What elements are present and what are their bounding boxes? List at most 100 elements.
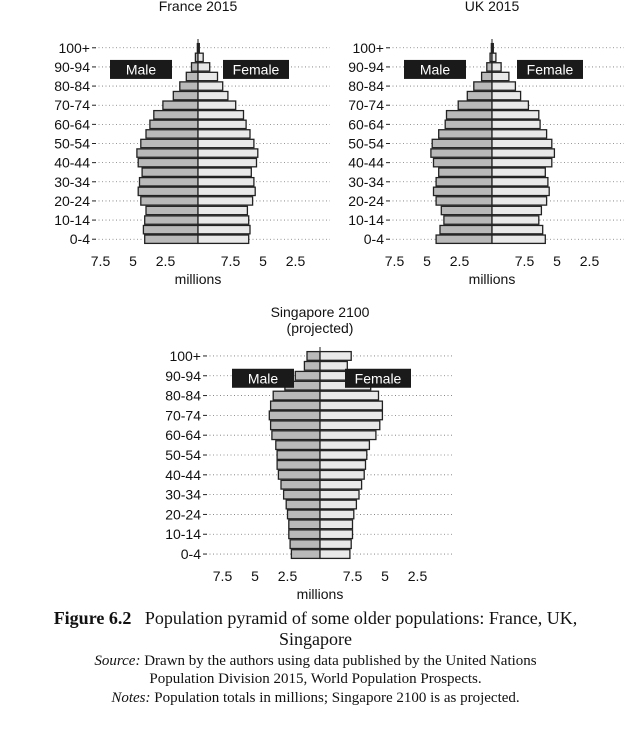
bar-male-90-94 bbox=[294, 370, 321, 381]
figure-text-2: Singapore bbox=[279, 629, 352, 649]
x-tick-label: 2.5 bbox=[278, 568, 298, 584]
age-tick-label: 0-4 bbox=[70, 231, 90, 247]
source-label: Source: bbox=[94, 653, 141, 669]
bar-female-40-44 bbox=[319, 469, 365, 480]
age-tick-label: 60-64 bbox=[54, 116, 90, 132]
legend-female-label: Female bbox=[233, 61, 280, 77]
bar-female-60-64 bbox=[319, 430, 377, 441]
age-tick-label: 0-4 bbox=[364, 231, 384, 247]
age-tick-label: 70-74 bbox=[348, 97, 384, 113]
age-tick-label: 30-34 bbox=[348, 174, 384, 190]
age-tick-label: 0-4 bbox=[181, 546, 201, 562]
legend-male-label: Male bbox=[420, 61, 451, 77]
age-tick-label: 70-74 bbox=[165, 407, 201, 423]
singapore-pyramid-chart: Singapore 2100(projected) 0-4 10-14 20-24 30… bbox=[165, 304, 452, 602]
age-tick-label: 80-84 bbox=[348, 78, 384, 94]
x-tick-label: 7.5 bbox=[385, 253, 405, 269]
x-tick-label: 2.5 bbox=[156, 253, 176, 269]
age-tick-label: 60-64 bbox=[348, 116, 384, 132]
x-tick-label: 5 bbox=[129, 253, 137, 269]
legend-male-box bbox=[404, 59, 466, 79]
x-tick-label: 7.5 bbox=[91, 253, 111, 269]
bar-male-55-59 bbox=[275, 440, 321, 451]
bar-male-50-54 bbox=[276, 449, 321, 461]
chart-title: UK 2015 bbox=[465, 0, 520, 14]
age-tick-label: 10-14 bbox=[348, 212, 384, 228]
bar-female-15-19 bbox=[319, 519, 354, 530]
x-tick-label: 5 bbox=[381, 568, 389, 584]
bar-male-100+ bbox=[306, 350, 321, 361]
legend-female-label: Female bbox=[527, 61, 574, 77]
x-tick-label: 2.5 bbox=[286, 253, 306, 269]
age-tick-label: 50-54 bbox=[348, 136, 384, 152]
chart-title: Singapore 2100 bbox=[271, 304, 370, 320]
bar-female-35-39 bbox=[319, 479, 363, 490]
notes-label: Notes: bbox=[111, 690, 151, 706]
x-tick-label: 5 bbox=[553, 253, 561, 269]
age-tick-label: 60-64 bbox=[165, 427, 201, 443]
figure-label: Figure 6.2 bbox=[53, 608, 132, 628]
x-axis-label: millions bbox=[297, 586, 344, 602]
age-tick-label: 80-84 bbox=[165, 388, 201, 404]
x-tick-label: 7.5 bbox=[213, 568, 233, 584]
source-line1: Source: Drawn by the authors using data … bbox=[0, 652, 631, 670]
bar-female-55-59 bbox=[319, 440, 371, 451]
x-tick-label: 5 bbox=[251, 568, 259, 584]
source-text: Drawn by the authors using data publishe… bbox=[144, 653, 537, 669]
age-tick-label: 30-34 bbox=[54, 174, 90, 190]
bar-male-15-19 bbox=[288, 519, 321, 530]
age-tick-label: 90-94 bbox=[165, 368, 201, 384]
uk-pyramid-chart: UK 2015 0-4 10-14 20-24 30-34 40-44 50-54 60-64… bbox=[348, 0, 624, 287]
bar-female-20-24 bbox=[319, 509, 355, 520]
x-tick-label: 5 bbox=[423, 253, 431, 269]
age-tick-label: 70-74 bbox=[54, 97, 90, 113]
age-tick-label: 10-14 bbox=[54, 212, 90, 228]
age-tick-label: 20-24 bbox=[348, 193, 384, 209]
figure-caption-line2: Singapore bbox=[0, 629, 631, 650]
bar-female-95-99 bbox=[319, 360, 348, 371]
france-pyramid-chart: France 2015 0-4 10-14 20-24 30-34 40-44 50-54 6… bbox=[54, 0, 330, 287]
age-tick-label: 100+ bbox=[352, 40, 384, 56]
bar-male-70-74 bbox=[268, 410, 321, 421]
bar-male-35-39 bbox=[280, 479, 321, 490]
legend-male-label: Male bbox=[126, 61, 157, 77]
age-tick-label: 20-24 bbox=[54, 193, 90, 209]
chart-subtitle: (projected) bbox=[287, 320, 354, 336]
bar-male-75-79 bbox=[269, 400, 321, 411]
bar-male-45-49 bbox=[276, 459, 321, 470]
bar-female-25-29 bbox=[319, 499, 358, 510]
x-tick-label: 2.5 bbox=[580, 253, 600, 269]
bar-female-65-69 bbox=[319, 420, 381, 431]
age-tick-label: 90-94 bbox=[54, 59, 90, 75]
age-tick-label: 100+ bbox=[169, 348, 201, 364]
notes-text: Population totals in millions; Singapore… bbox=[154, 690, 520, 706]
x-tick-label: 2.5 bbox=[408, 568, 428, 584]
age-tick-label: 30-34 bbox=[165, 487, 201, 503]
legend-male-box bbox=[232, 368, 294, 388]
x-tick-label: 7.5 bbox=[221, 253, 241, 269]
bar-male-25-29 bbox=[285, 499, 321, 510]
legend-female-label: Female bbox=[355, 370, 402, 386]
bar-male-10-14 bbox=[288, 529, 321, 540]
bar-male-30-34 bbox=[282, 489, 321, 500]
age-tick-label: 100+ bbox=[58, 40, 90, 56]
legend-male-label: Male bbox=[248, 370, 279, 386]
bar-male-40-44 bbox=[277, 469, 321, 480]
x-tick-label: 7.5 bbox=[343, 568, 363, 584]
age-tick-label: 80-84 bbox=[54, 78, 90, 94]
figure-caption-line1: Figure 6.2 Population pyramid of some ol… bbox=[0, 608, 631, 629]
bar-male-80-84 bbox=[272, 390, 321, 401]
source-text-2: Population Division 2015, World Populati… bbox=[149, 671, 482, 687]
source-line2: Population Division 2015, World Populati… bbox=[0, 670, 631, 688]
notes-line: Notes: Population totals in millions; Si… bbox=[0, 689, 631, 707]
bar-female-75-79 bbox=[319, 400, 384, 411]
age-tick-label: 90-94 bbox=[348, 59, 384, 75]
bar-male-20-24 bbox=[286, 509, 321, 520]
bar-female-100+ bbox=[319, 350, 352, 361]
age-tick-label: 40-44 bbox=[54, 155, 90, 171]
bar-female-10-14 bbox=[319, 529, 354, 540]
bar-female-30-34 bbox=[319, 489, 360, 500]
legend-female-box bbox=[517, 59, 583, 79]
bar-female-50-54 bbox=[319, 449, 368, 461]
age-tick-label: 10-14 bbox=[165, 526, 201, 542]
